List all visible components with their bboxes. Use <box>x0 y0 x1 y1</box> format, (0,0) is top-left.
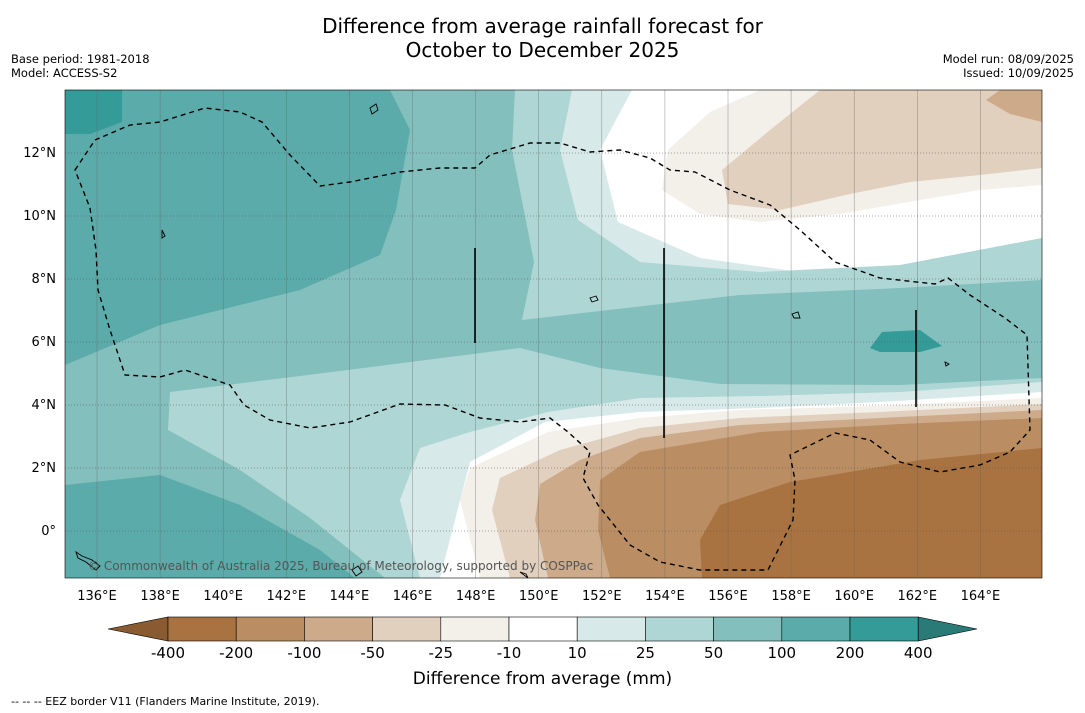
model-name: Model: ACCESS-S2 <box>11 66 118 80</box>
longitude-label: 152°E <box>582 589 622 604</box>
metadata-right: Model run: 08/09/2025 Issued: 10/09/2025 <box>943 52 1074 80</box>
eez-borders <box>74 107 1031 571</box>
colorbar-segment <box>645 616 714 642</box>
model-run: Model run: 08/09/2025 <box>942 52 1074 66</box>
base-period: Base period: 1981-2018 <box>11 52 150 66</box>
zone-minus-200-400 <box>700 448 1042 578</box>
latitude-label: 10°N <box>23 209 56 224</box>
island-outline <box>791 311 801 319</box>
longitude-label: 160°E <box>834 589 874 604</box>
longitude-label: 162°E <box>898 589 938 604</box>
zone-200-400-patch <box>65 90 122 134</box>
zone-100-200 <box>65 90 410 365</box>
graticule <box>65 90 1042 578</box>
colorbar-tick-label: 400 <box>904 644 933 662</box>
longitude-label: 164°E <box>961 589 1001 604</box>
footnote: -- -- -- EEZ border V11 (Flanders Marine… <box>11 695 320 708</box>
colorbar-segment <box>576 616 646 642</box>
island-outline <box>589 295 599 303</box>
colorbar-tick-label: -100 <box>287 644 321 662</box>
longitude-label: 158°E <box>771 589 811 604</box>
map-title: Difference from average rainfall forecas… <box>0 14 1085 62</box>
coastlines <box>75 103 950 579</box>
colorbar-segment <box>508 616 578 642</box>
longitude-label: 146°E <box>393 589 433 604</box>
zone-white-ne <box>720 188 1042 236</box>
colorbar-tick-label: 10 <box>568 644 587 662</box>
longitude-label: 142°E <box>267 589 307 604</box>
colorbar-tick-label: 100 <box>767 644 796 662</box>
latitude-label: 8°N <box>32 272 57 287</box>
metadata-left: Base period: 1981-2018 Model: ACCESS-S2 <box>11 52 150 80</box>
copyright-notice: © Commonwealth of Australia 2025, Bureau… <box>88 559 593 573</box>
longitude-label: 150°E <box>519 589 559 604</box>
colorbar-segment <box>781 616 851 642</box>
colorbar-tick-label: 50 <box>704 644 723 662</box>
title-line-1: Difference from average rainfall forecas… <box>322 14 763 38</box>
title-line-2: October to December 2025 <box>405 38 680 62</box>
latitude-label: 0° <box>41 524 56 539</box>
longitude-label: 138°E <box>140 589 180 604</box>
colorbar-tick-label: 25 <box>636 644 655 662</box>
meridian-markers <box>474 248 917 438</box>
colorbar-tick-label: -10 <box>497 644 522 662</box>
longitude-label: 148°E <box>456 589 496 604</box>
colorbar-tick-label: -25 <box>429 644 454 662</box>
eez-border-palau-fsm <box>74 107 1031 571</box>
rainfall-anomaly-field <box>65 90 1042 578</box>
island-outline <box>75 550 101 571</box>
colorbar-segment <box>849 616 919 642</box>
colorbar-tick-label: -50 <box>360 644 385 662</box>
latitude-label: 4°N <box>32 398 57 413</box>
colorbar-tick-label: -400 <box>151 644 185 662</box>
longitude-label: 136°E <box>77 589 117 604</box>
island-outline <box>369 103 379 115</box>
longitude-labels: 136°E 138°E 140°E 142°E 144°E 146°E 148°E 150°E… <box>77 589 1000 604</box>
colorbar-tick-label: 200 <box>836 644 865 662</box>
latitude-label: 12°N <box>23 146 56 161</box>
latitude-label: 2°N <box>32 461 57 476</box>
longitude-label: 154°E <box>645 589 685 604</box>
zone-minus-25-50-ne <box>722 90 1042 210</box>
colorbar-over-arrow <box>917 616 978 642</box>
map-frame <box>64 89 1043 579</box>
colorbar-segment <box>235 616 305 642</box>
island-outline <box>161 229 166 239</box>
colorbar-segment <box>304 616 373 642</box>
latitude-label: 6°N <box>32 335 57 350</box>
island-outline <box>944 361 950 367</box>
colorbar: -400 -200 -100 -50 -25 -10 10 25 50 100 200 400 <box>107 616 978 662</box>
colorbar-under-arrow <box>107 616 169 642</box>
colorbar-segment <box>713 616 783 642</box>
colorbar-segment <box>372 616 442 642</box>
colorbar-segment <box>440 616 510 642</box>
zone-100-200-south <box>65 475 355 578</box>
zone-200-400-small <box>870 330 942 352</box>
island-outline <box>519 571 529 579</box>
longitude-label: 140°E <box>203 589 243 604</box>
latitude-labels: 12°N 10°N 8°N 6°N 4°N 2°N 0° <box>23 146 56 539</box>
colorbar-tick-label: -200 <box>219 644 253 662</box>
longitude-label: 156°E <box>708 589 748 604</box>
zone-minus-50-100-ne <box>986 90 1042 122</box>
colorbar-segment <box>167 616 237 642</box>
longitude-label: 144°E <box>330 589 370 604</box>
island-outline <box>351 565 363 577</box>
colorbar-label: Difference from average (mm) <box>412 669 673 689</box>
issued-date: Issued: 10/09/2025 <box>963 66 1074 80</box>
